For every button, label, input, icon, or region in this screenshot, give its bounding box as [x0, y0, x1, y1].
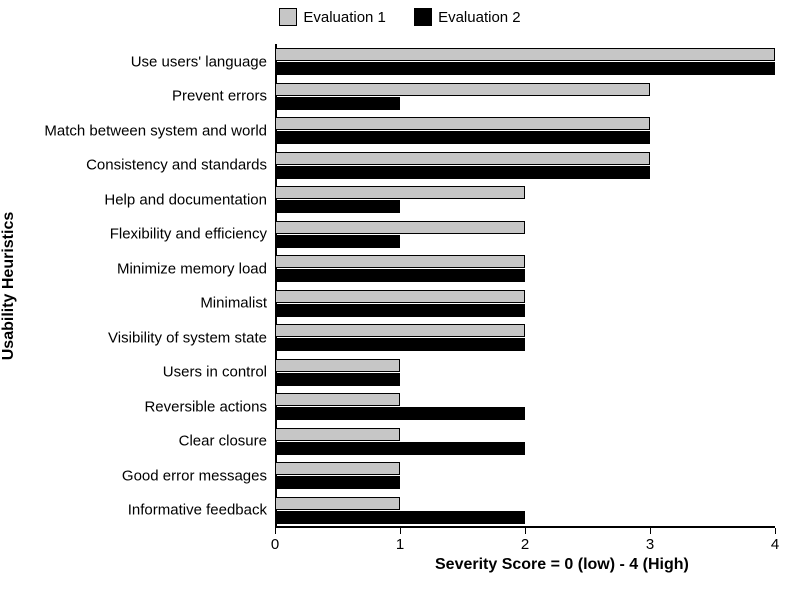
bar-eval1: [275, 83, 650, 96]
bar-eval2: [275, 304, 525, 317]
bar-eval1: [275, 359, 400, 372]
y-tick-label: Prevent errors: [172, 88, 275, 105]
bar-eval2: [275, 235, 400, 248]
bar-eval2: [275, 200, 400, 213]
x-tick: [275, 528, 276, 534]
legend-swatch-eval1: [279, 8, 297, 26]
bar-eval1: [275, 428, 400, 441]
y-axis-title: Usability Heuristics: [0, 212, 18, 361]
y-tick-label: Use users' language: [131, 53, 275, 70]
bar-eval1: [275, 462, 400, 475]
y-tick-label: Users in control: [163, 364, 275, 381]
bar-eval1: [275, 324, 525, 337]
bar-eval2: [275, 476, 400, 489]
bar-eval2: [275, 407, 525, 420]
bar-eval2: [275, 269, 525, 282]
x-tick-label: 1: [396, 536, 404, 553]
y-tick-label: Informative feedback: [128, 502, 275, 519]
bar-eval2: [275, 97, 400, 110]
legend-item-eval2: Evaluation 2: [414, 8, 521, 26]
legend-label-eval1: Evaluation 1: [303, 9, 386, 26]
x-tick: [650, 528, 651, 534]
legend-swatch-eval2: [414, 8, 432, 26]
bar-eval2: [275, 511, 525, 524]
y-tick-label: Visibility of system state: [108, 329, 275, 346]
bar-eval1: [275, 221, 525, 234]
y-tick-label: Help and documentation: [104, 191, 275, 208]
x-tick-label: 2: [521, 536, 529, 553]
bar-eval2: [275, 166, 650, 179]
y-tick-label: Consistency and standards: [86, 157, 275, 174]
bar-eval2: [275, 442, 525, 455]
bar-eval1: [275, 117, 650, 130]
y-tick-label: Minimize memory load: [117, 260, 275, 277]
legend-label-eval2: Evaluation 2: [438, 9, 521, 26]
bar-eval2: [275, 338, 525, 351]
bar-eval1: [275, 152, 650, 165]
plot-area: 01234Use users' languagePrevent errorsMa…: [275, 44, 775, 528]
y-tick-label: Clear closure: [179, 433, 275, 450]
y-tick-label: Match between system and world: [44, 122, 275, 139]
y-tick-label: Flexibility and efficiency: [110, 226, 275, 243]
bar-eval2: [275, 131, 650, 144]
bar-eval1: [275, 255, 525, 268]
x-tick-label: 4: [771, 536, 779, 553]
y-tick-label: Minimalist: [200, 295, 275, 312]
bar-eval2: [275, 62, 775, 75]
bar-eval1: [275, 186, 525, 199]
bar-eval1: [275, 290, 525, 303]
x-tick: [525, 528, 526, 534]
x-tick-label: 0: [271, 536, 279, 553]
bar-eval1: [275, 497, 400, 510]
x-tick: [775, 528, 776, 534]
x-tick-label: 3: [646, 536, 654, 553]
x-axis-title: Severity Score = 0 (low) - 4 (High): [435, 556, 689, 574]
bar-eval1: [275, 48, 775, 61]
x-tick: [400, 528, 401, 534]
y-tick-label: Reversible actions: [144, 398, 275, 415]
legend-item-eval1: Evaluation 1: [279, 8, 386, 26]
y-tick-label: Good error messages: [122, 467, 275, 484]
bar-eval2: [275, 373, 400, 386]
legend: Evaluation 1 Evaluation 2: [0, 8, 800, 30]
chart-container: Evaluation 1 Evaluation 2 Usability Heur…: [0, 0, 800, 591]
bar-eval1: [275, 393, 400, 406]
